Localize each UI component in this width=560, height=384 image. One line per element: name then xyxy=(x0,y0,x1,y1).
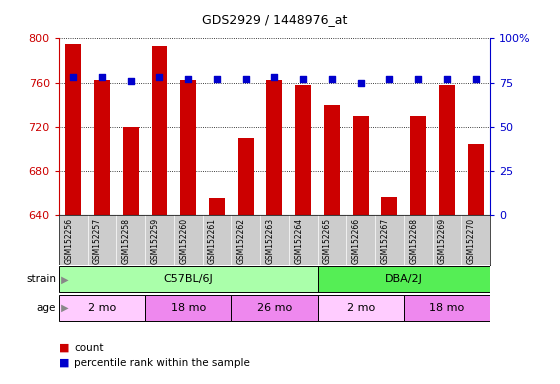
Point xyxy=(298,76,307,82)
Bar xyxy=(152,46,167,215)
Text: 2 mo: 2 mo xyxy=(347,303,375,313)
Text: ▶: ▶ xyxy=(58,303,68,313)
Text: GSM152264: GSM152264 xyxy=(294,217,303,264)
Text: strain: strain xyxy=(26,274,56,285)
Text: 26 mo: 26 mo xyxy=(257,303,292,313)
Text: 18 mo: 18 mo xyxy=(430,303,464,313)
Bar xyxy=(295,85,311,215)
Bar xyxy=(410,116,426,215)
Bar xyxy=(353,116,368,215)
Bar xyxy=(468,144,483,215)
Point xyxy=(328,76,337,82)
Bar xyxy=(381,197,397,215)
Text: GSM152265: GSM152265 xyxy=(323,217,332,264)
Text: GSM152270: GSM152270 xyxy=(466,217,475,264)
Point xyxy=(471,76,480,82)
Bar xyxy=(318,266,490,292)
Text: 18 mo: 18 mo xyxy=(171,303,206,313)
Text: age: age xyxy=(36,303,56,313)
Bar xyxy=(267,80,282,215)
Text: DBA/2J: DBA/2J xyxy=(385,274,423,285)
Point xyxy=(442,76,451,82)
Point xyxy=(356,79,365,86)
Text: GSM152261: GSM152261 xyxy=(208,217,217,263)
Bar xyxy=(324,104,340,215)
Bar xyxy=(59,295,145,321)
Bar xyxy=(66,44,81,215)
Text: GDS2929 / 1448976_at: GDS2929 / 1448976_at xyxy=(202,13,347,26)
Text: GSM152263: GSM152263 xyxy=(265,217,274,264)
Bar xyxy=(145,295,231,321)
Text: 2 mo: 2 mo xyxy=(88,303,116,313)
Text: GSM152266: GSM152266 xyxy=(352,217,361,264)
Text: GSM152258: GSM152258 xyxy=(122,217,130,263)
Bar xyxy=(318,295,404,321)
Bar xyxy=(180,80,196,215)
Point xyxy=(212,76,221,82)
Point xyxy=(385,76,394,82)
Text: GSM152257: GSM152257 xyxy=(93,217,102,264)
Bar xyxy=(231,295,318,321)
Point xyxy=(155,74,164,80)
Text: GSM152260: GSM152260 xyxy=(179,217,188,264)
Point xyxy=(184,76,193,82)
Text: GSM152267: GSM152267 xyxy=(380,217,389,264)
Text: GSM152262: GSM152262 xyxy=(237,217,246,263)
Text: ■: ■ xyxy=(59,343,69,353)
Text: GSM152269: GSM152269 xyxy=(438,217,447,264)
Point xyxy=(97,74,106,80)
Text: count: count xyxy=(74,343,104,353)
Text: GSM152268: GSM152268 xyxy=(409,217,418,263)
Bar xyxy=(59,266,318,292)
Text: percentile rank within the sample: percentile rank within the sample xyxy=(74,358,250,368)
Text: GSM152256: GSM152256 xyxy=(64,217,73,264)
Bar xyxy=(94,80,110,215)
Point xyxy=(126,78,135,84)
Text: ▶: ▶ xyxy=(58,274,68,285)
Text: GSM152259: GSM152259 xyxy=(151,217,160,264)
Point xyxy=(270,74,279,80)
Text: C57BL/6J: C57BL/6J xyxy=(164,274,213,285)
Bar xyxy=(238,138,254,215)
Bar xyxy=(439,85,455,215)
Text: ■: ■ xyxy=(59,358,69,368)
Bar xyxy=(123,127,138,215)
Point xyxy=(241,76,250,82)
Point xyxy=(69,74,78,80)
Bar xyxy=(209,199,225,215)
Bar xyxy=(404,295,490,321)
Point xyxy=(414,76,423,82)
